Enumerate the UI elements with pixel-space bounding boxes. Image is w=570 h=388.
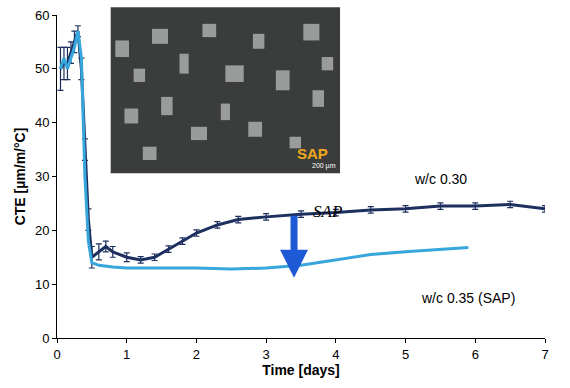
svg-text:30: 30 xyxy=(35,169,49,184)
svg-text:7: 7 xyxy=(541,347,548,362)
svg-text:50: 50 xyxy=(35,61,49,76)
svg-text:CTE [µm/m/°C]: CTE [µm/m/°C] xyxy=(12,128,28,226)
svg-text:w/c 0.35 (SAP): w/c 0.35 (SAP) xyxy=(421,290,515,306)
svg-text:0: 0 xyxy=(42,331,49,346)
svg-text:SAP: SAP xyxy=(313,202,342,221)
svg-text:5: 5 xyxy=(402,347,409,362)
svg-text:1: 1 xyxy=(123,347,130,362)
svg-text:4: 4 xyxy=(332,347,339,362)
svg-text:w/c 0.30: w/c 0.30 xyxy=(414,171,467,187)
svg-text:Time [days]: Time [days] xyxy=(262,362,340,378)
svg-text:0: 0 xyxy=(53,347,60,362)
svg-text:3: 3 xyxy=(263,347,270,362)
svg-text:SAP: SAP xyxy=(297,145,328,162)
svg-text:6: 6 xyxy=(472,347,479,362)
svg-text:60: 60 xyxy=(35,8,49,23)
svg-text:10: 10 xyxy=(35,277,49,292)
svg-text:200 µm: 200 µm xyxy=(312,162,336,170)
svg-text:20: 20 xyxy=(35,223,49,238)
svg-text:2: 2 xyxy=(193,347,200,362)
svg-text:40: 40 xyxy=(35,115,49,130)
